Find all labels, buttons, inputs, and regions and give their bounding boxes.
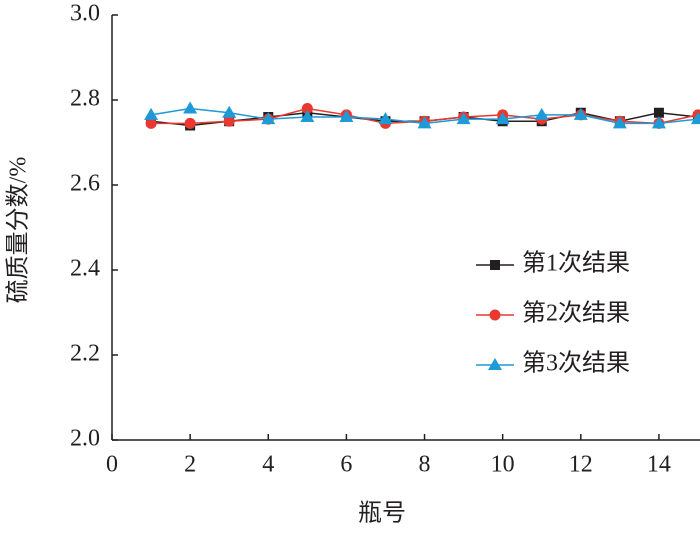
marker xyxy=(339,110,354,122)
x-tick-label: 4 xyxy=(262,452,274,478)
x-tick-label: 10 xyxy=(491,452,515,478)
marker xyxy=(261,112,276,125)
y-tick-label: 3.0 xyxy=(70,1,100,27)
y-tick-label: 2.8 xyxy=(70,86,100,112)
y-tick-label: 2.0 xyxy=(70,426,100,452)
marker xyxy=(495,112,510,125)
marker xyxy=(378,112,393,125)
marker xyxy=(456,112,471,125)
x-tick-label: 2 xyxy=(184,452,196,478)
x-axis-label: 瓶号 xyxy=(358,500,406,527)
marker xyxy=(145,117,157,129)
x-tick-label: 12 xyxy=(569,452,593,478)
legend-marker xyxy=(490,260,500,270)
x-tick-label: 8 xyxy=(419,452,431,478)
marker xyxy=(183,101,198,114)
marker xyxy=(417,116,432,129)
marker xyxy=(651,116,666,129)
marker xyxy=(691,112,700,125)
marker xyxy=(612,116,627,129)
y-tick-label: 2.2 xyxy=(70,341,100,367)
marker xyxy=(144,107,159,120)
marker xyxy=(300,110,315,122)
legend-marker xyxy=(488,358,502,370)
y-tick-label: 2.4 xyxy=(70,256,100,282)
x-tick-label: 0 xyxy=(106,452,118,478)
legend-marker xyxy=(489,309,501,321)
marker xyxy=(301,103,313,114)
legend-label: 第1次结果 xyxy=(522,250,630,277)
marker xyxy=(573,107,588,120)
marker xyxy=(223,115,235,127)
marker xyxy=(534,107,549,120)
marker xyxy=(653,107,664,118)
y-tick-label: 2.6 xyxy=(70,171,100,197)
y-axis-label: 硫质量分数/% xyxy=(5,157,32,304)
marker xyxy=(222,105,237,118)
marker xyxy=(184,117,196,129)
x-tick-label: 14 xyxy=(647,452,671,478)
legend-label: 第3次结果 xyxy=(522,350,630,377)
legend-label: 第2次结果 xyxy=(522,300,630,327)
x-tick-label: 6 xyxy=(340,452,352,478)
